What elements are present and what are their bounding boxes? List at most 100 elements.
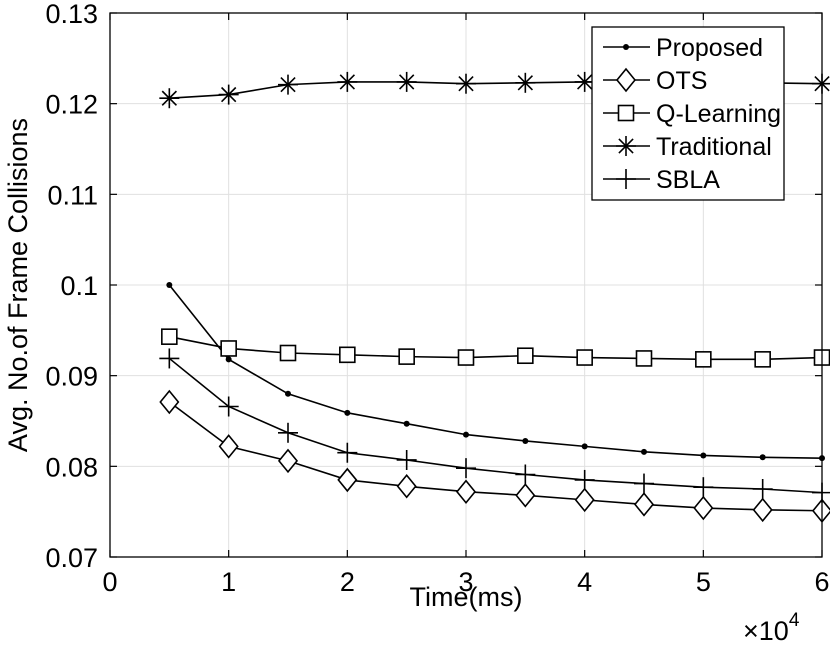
legend-label: OTS xyxy=(656,67,707,95)
y-tick-label: 0.07 xyxy=(45,543,98,573)
marker-dot xyxy=(581,443,588,450)
series-ots xyxy=(159,389,830,524)
x-tick-label: 1 xyxy=(221,567,236,597)
data-point-q-learning xyxy=(161,328,178,345)
marker-square xyxy=(161,328,178,345)
data-point-ots xyxy=(515,483,536,508)
data-point-sbla xyxy=(752,479,773,499)
data-point-ots xyxy=(396,474,417,499)
marker-dot xyxy=(403,420,410,427)
marker-square xyxy=(695,351,712,368)
marker-square xyxy=(398,348,415,365)
data-point-traditional xyxy=(337,71,358,92)
legend-marker xyxy=(616,136,636,156)
marker-asterisk-d2 xyxy=(221,86,237,103)
legend-label: Traditional xyxy=(656,133,772,161)
data-point-q-learning xyxy=(635,350,653,367)
marker-dot xyxy=(759,454,766,461)
x-axis-label: Time(ms) xyxy=(410,582,523,612)
legend-item-sbla: SBLA xyxy=(603,166,720,194)
data-point-q-learning xyxy=(220,340,237,357)
marker-diamond xyxy=(615,67,637,93)
marker-square xyxy=(754,351,771,368)
y-tick-label: 0.13 xyxy=(45,0,98,29)
data-point-sbla xyxy=(396,449,417,470)
data-point-proposed xyxy=(700,452,707,459)
x-tick-label: 0 xyxy=(102,567,117,597)
data-point-traditional xyxy=(159,88,180,109)
series-q-learning xyxy=(161,328,830,368)
tick-labels: 0 1 2 3 4 5 6 0.07 0.08 0.09 0.1 0.11 0.12 0.13 xyxy=(45,0,829,597)
y-axis-label: Avg. No.of Frame Collisions xyxy=(3,118,33,452)
legend-marker xyxy=(615,67,637,93)
legend-label: Q-Learning xyxy=(656,100,781,128)
data-point-traditional xyxy=(396,71,417,92)
y-tick-label: 0.09 xyxy=(45,362,98,392)
legend-item-ots: OTS xyxy=(603,67,707,95)
data-point-sbla xyxy=(812,482,830,503)
marker-dot xyxy=(700,452,707,459)
marker-asterisk-d2 xyxy=(161,90,177,106)
data-point-ots xyxy=(218,434,239,459)
legend-marker xyxy=(623,44,629,50)
data-point-q-learning xyxy=(517,347,534,365)
data-point-q-learning xyxy=(695,351,712,368)
data-point-ots xyxy=(633,492,655,517)
y-tick-label: 0.12 xyxy=(45,90,98,120)
data-point-ots xyxy=(693,495,714,521)
data-point-sbla xyxy=(159,348,180,369)
data-point-ots xyxy=(455,479,477,504)
marker-dot xyxy=(623,44,629,50)
data-point-proposed xyxy=(344,409,351,416)
series-line-sbla xyxy=(168,357,823,494)
data-point-sbla xyxy=(278,422,298,443)
data-point-proposed xyxy=(581,443,588,450)
x-tick-label: 5 xyxy=(696,567,711,597)
marker-asterisk-d2 xyxy=(399,74,415,90)
data-point-proposed xyxy=(463,431,469,438)
marker-diamond xyxy=(396,474,417,499)
x-tick-label: 6 xyxy=(814,567,829,597)
data-point-ots xyxy=(337,467,358,493)
series-line-proposed xyxy=(168,284,823,459)
marker-asterisk-d2 xyxy=(618,138,634,154)
ticks xyxy=(109,12,823,558)
y-tick-label: 0.08 xyxy=(45,452,98,482)
marker-square xyxy=(617,104,635,122)
data-point-q-learning xyxy=(457,349,475,366)
data-point-proposed xyxy=(225,356,232,363)
marker-diamond xyxy=(218,434,239,459)
data-point-q-learning xyxy=(339,346,356,364)
data-point-proposed xyxy=(285,390,291,397)
data-point-proposed xyxy=(759,454,766,461)
marker-dot xyxy=(285,390,291,397)
marker-square xyxy=(635,350,653,367)
marker-dot xyxy=(641,448,647,455)
legend-marker xyxy=(617,104,635,122)
data-point-proposed xyxy=(403,420,410,427)
legend-marker xyxy=(616,169,636,189)
marker-asterisk-d2 xyxy=(458,76,474,92)
x-multiplier-exponent: 4 xyxy=(789,610,800,631)
data-point-q-learning xyxy=(398,348,415,365)
data-point-traditional xyxy=(812,73,830,94)
marker-dot xyxy=(166,282,173,288)
marker-diamond xyxy=(277,448,299,474)
series-line-ots xyxy=(168,401,823,512)
marker-square xyxy=(279,344,297,362)
marker-square xyxy=(517,347,534,365)
marker-diamond xyxy=(159,389,180,415)
data-point-sbla xyxy=(456,458,476,479)
data-point-q-learning xyxy=(279,344,297,362)
data-point-sbla xyxy=(218,396,239,417)
legend-label: Proposed xyxy=(656,34,763,62)
series-sbla xyxy=(159,348,830,503)
x-tick-label: 2 xyxy=(340,567,355,597)
data-point-sbla xyxy=(574,469,595,490)
data-point-traditional xyxy=(574,71,595,92)
series-line-q-learning xyxy=(169,335,823,361)
data-point-q-learning xyxy=(576,349,593,366)
data-point-proposed xyxy=(522,437,529,444)
data-point-q-learning xyxy=(754,351,771,368)
